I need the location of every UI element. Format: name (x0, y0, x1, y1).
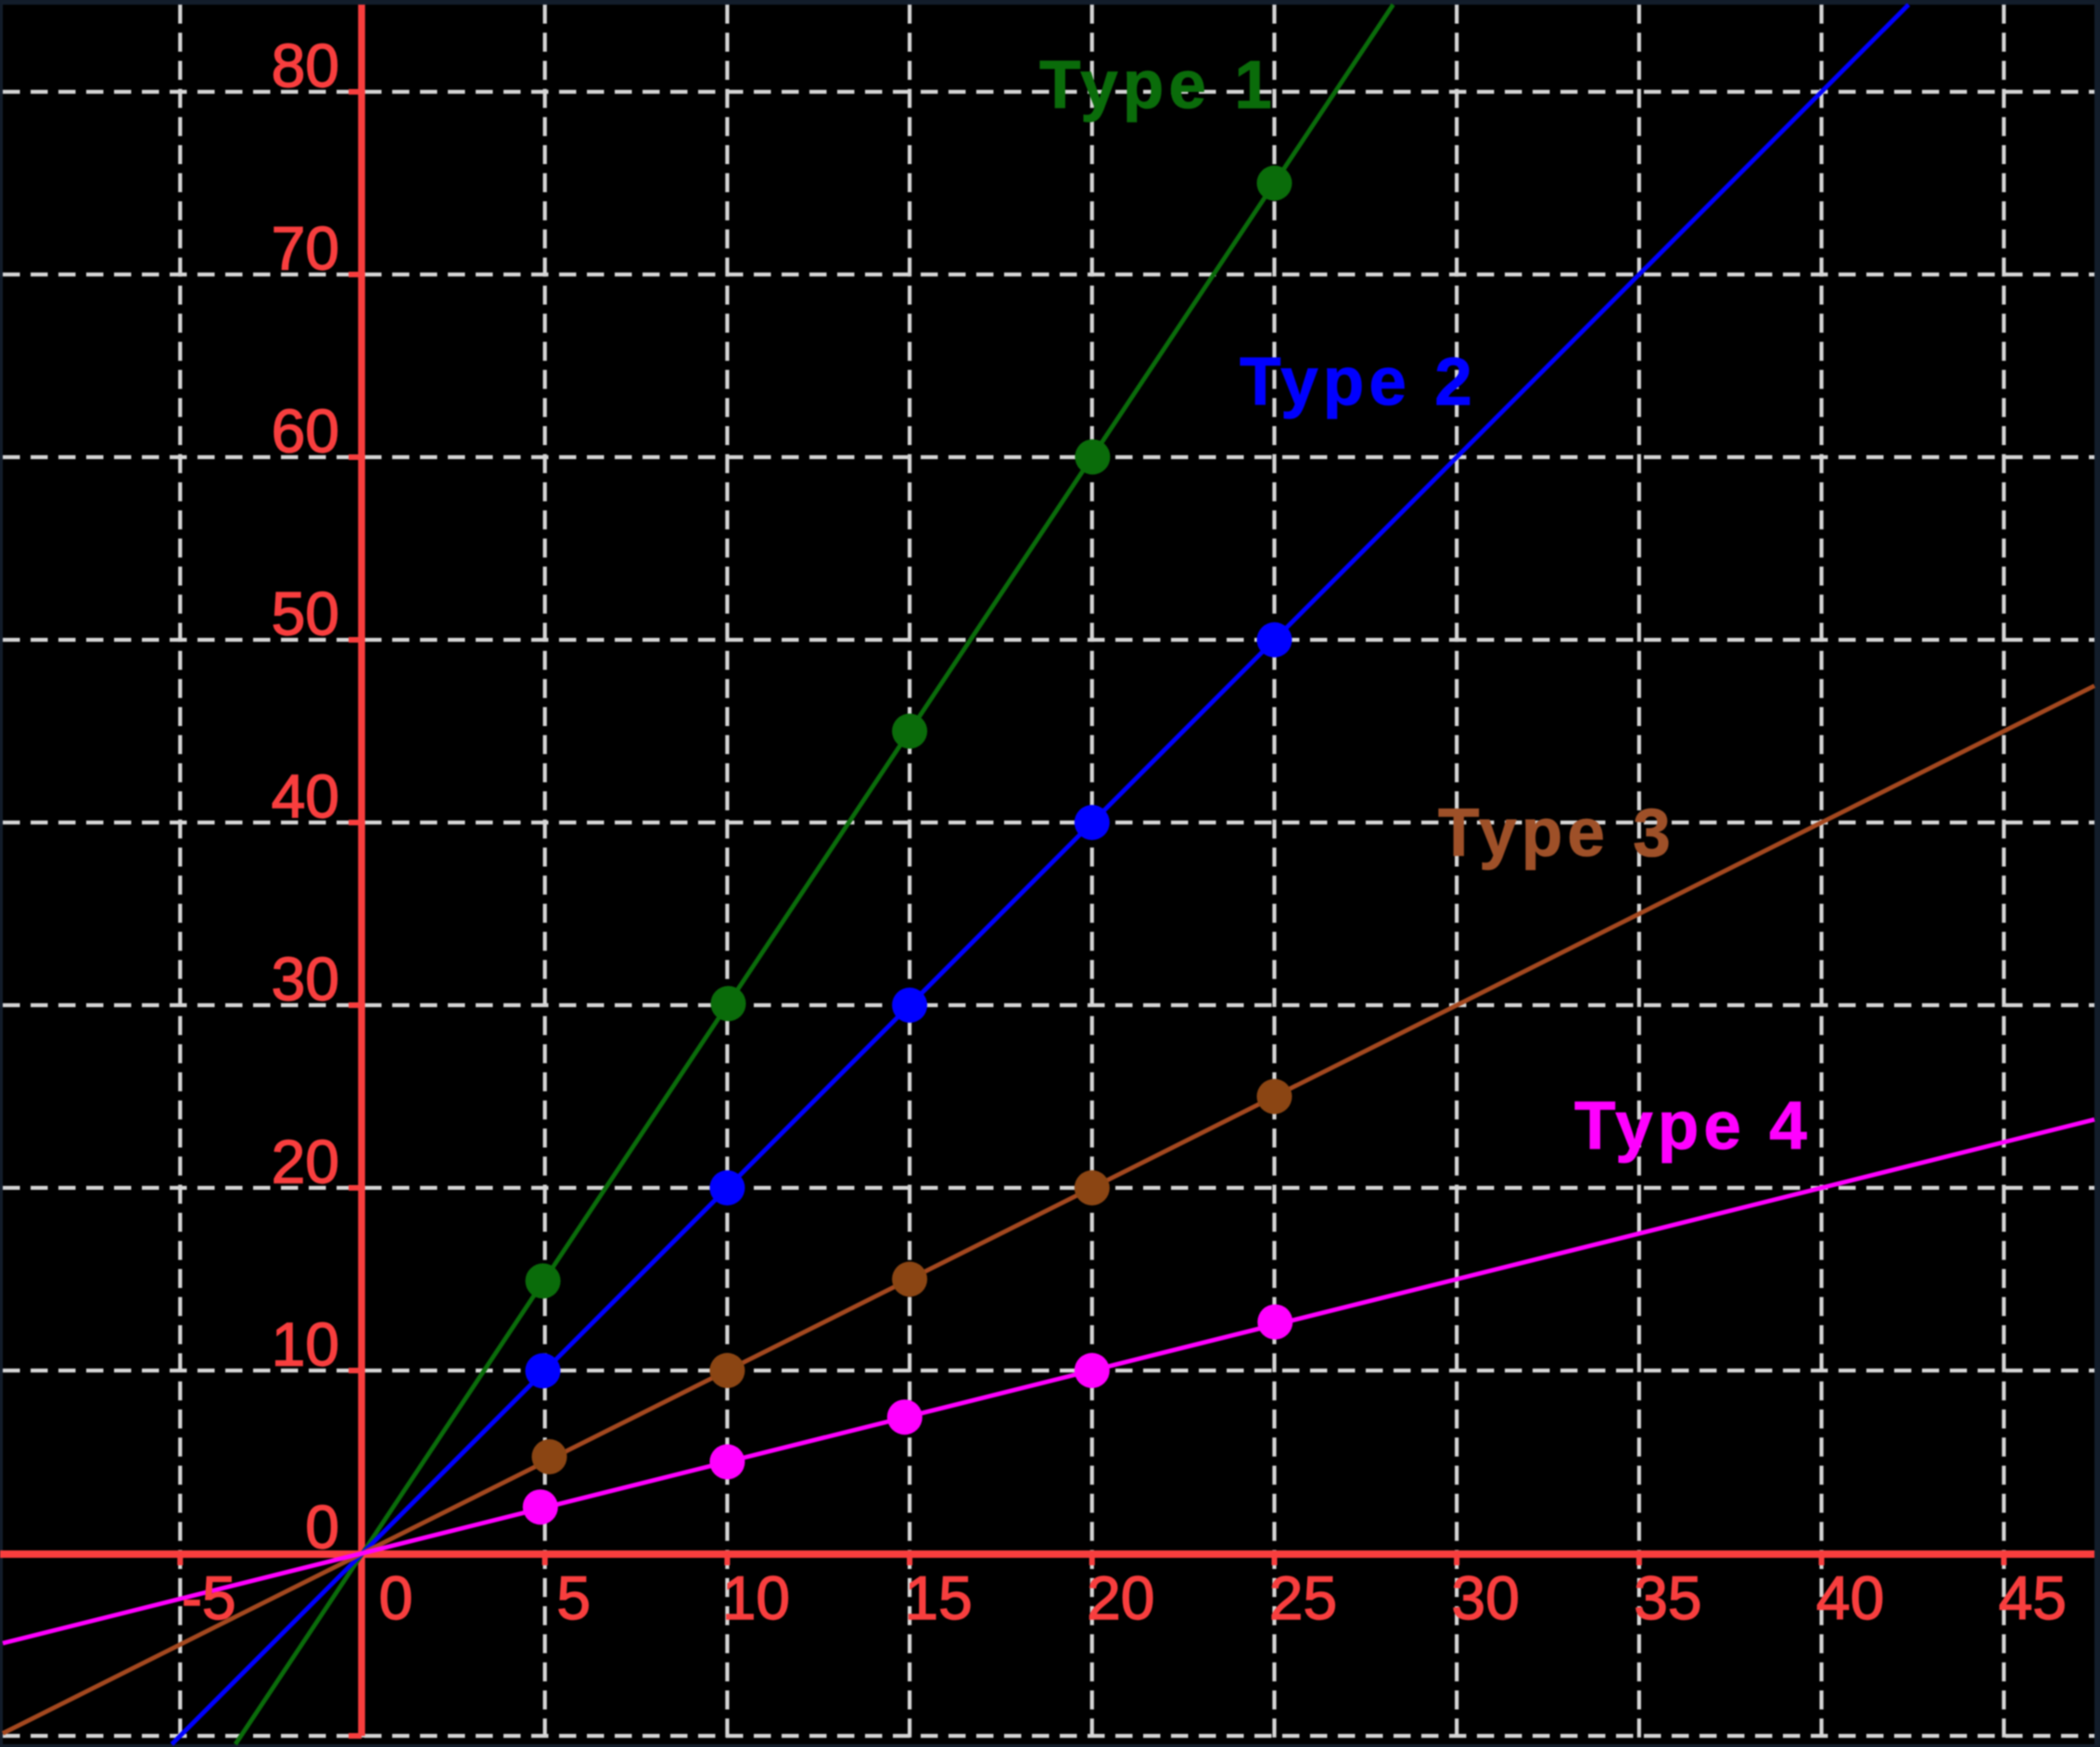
svg-text:60: 60 (272, 397, 339, 465)
svg-text:10: 10 (272, 1310, 339, 1379)
svg-text:40: 40 (1816, 1563, 1884, 1632)
svg-text:Type 1: Type 1 (1039, 47, 1277, 122)
svg-text:30: 30 (272, 945, 339, 1014)
svg-text:40: 40 (272, 762, 339, 831)
svg-text:Type 2: Type 2 (1240, 344, 1477, 419)
svg-text:0: 0 (379, 1563, 414, 1632)
svg-text:15: 15 (904, 1563, 972, 1632)
svg-text:Type 4: Type 4 (1574, 1089, 1812, 1164)
svg-text:35: 35 (1634, 1563, 1701, 1632)
svg-text:20: 20 (272, 1128, 339, 1196)
svg-text:10: 10 (722, 1563, 790, 1632)
svg-text:5: 5 (556, 1563, 591, 1632)
svg-text:25: 25 (1269, 1563, 1337, 1632)
svg-text:30: 30 (1451, 1563, 1519, 1632)
svg-text:50: 50 (272, 580, 339, 648)
svg-text:-5: -5 (182, 1563, 236, 1632)
svg-text:80: 80 (272, 32, 339, 100)
svg-text:20: 20 (1087, 1563, 1154, 1632)
svg-text:Type 3: Type 3 (1438, 796, 1675, 871)
svg-text:45: 45 (1999, 1563, 2067, 1632)
svg-text:70: 70 (272, 214, 339, 283)
svg-text:0: 0 (305, 1493, 339, 1562)
